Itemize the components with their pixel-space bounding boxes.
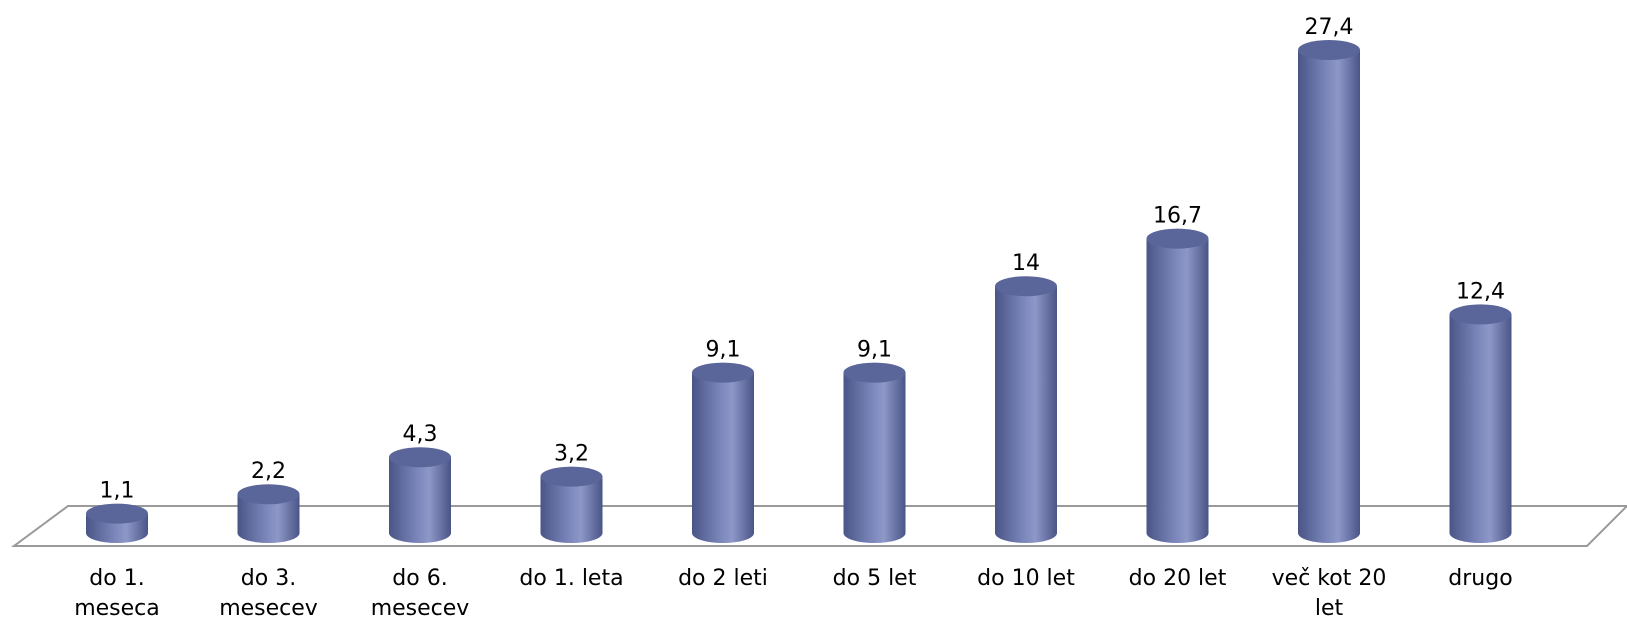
category-label-line: do 1. leta	[519, 566, 623, 591]
data-label: 14	[1012, 251, 1040, 276]
bar	[1298, 40, 1360, 543]
data-label: 12,4	[1456, 279, 1505, 304]
bar-body	[1298, 50, 1360, 543]
category-label-line: do 10 let	[977, 566, 1075, 591]
bar-top	[692, 362, 754, 383]
bar	[692, 362, 754, 543]
data-label: 3,2	[554, 442, 589, 467]
category-label: do 1. meseca	[74, 566, 160, 620]
category-label: do 10 let	[977, 566, 1075, 591]
bar-body	[237, 494, 300, 543]
category-label: do 5 let	[833, 566, 917, 591]
bar-top	[237, 484, 300, 505]
category-label-line: do 20 let	[1129, 566, 1227, 591]
category-label-line: do 6.	[392, 566, 447, 591]
category-label-line: do 2 leti	[678, 566, 768, 591]
category-label-line: do 1.	[89, 566, 144, 591]
category-label-line: drugo	[1448, 566, 1512, 591]
data-label: 1,1	[100, 479, 135, 504]
data-label: 2,2	[251, 459, 286, 484]
chart-floor	[10, 505, 1627, 547]
bar-body	[389, 457, 451, 543]
category-label-line: več kot 20	[1272, 566, 1387, 591]
category-label-line: do 5 let	[833, 566, 917, 591]
bar-body	[1449, 314, 1512, 543]
data-label: 27,4	[1305, 15, 1354, 40]
category-label: do 2 leti	[678, 566, 768, 591]
bar	[1146, 228, 1209, 543]
category-labels-group: do 1. meseca do 3. mesecev do 6. mesecev do 1.…	[74, 566, 1512, 620]
bar-body	[1146, 238, 1209, 543]
bar	[86, 503, 148, 543]
bar-top	[843, 362, 906, 383]
bar	[843, 362, 906, 543]
bar	[389, 447, 451, 543]
bar	[1449, 304, 1512, 543]
category-label: do 20 let	[1129, 566, 1227, 591]
category-label: drugo	[1448, 566, 1512, 591]
category-label-line: mesecev	[371, 596, 470, 620]
category-label-line: mesecev	[219, 596, 318, 620]
bar-top	[1298, 40, 1360, 60]
bar	[237, 484, 300, 543]
data-label: 9,1	[706, 338, 741, 363]
category-label: več kot 20 let	[1272, 566, 1387, 620]
bar-top	[1449, 304, 1512, 325]
bar	[995, 276, 1057, 543]
category-label-line: meseca	[74, 596, 160, 620]
bar-top	[995, 276, 1057, 297]
category-label: do 6. mesecev	[371, 566, 470, 620]
category-label-line: let	[1315, 596, 1344, 620]
data-label: 16,7	[1153, 204, 1202, 229]
category-label: do 1. leta	[519, 566, 623, 591]
category-label: do 3. mesecev	[219, 566, 318, 620]
bar-top	[540, 466, 603, 487]
bar-top	[1146, 228, 1209, 249]
bar-body	[843, 372, 906, 543]
bar-body	[692, 372, 754, 543]
bar-top	[86, 503, 148, 524]
data-label: 4,3	[403, 422, 438, 447]
bar-body	[540, 476, 603, 543]
bars-group	[86, 40, 1512, 543]
category-label-line: do 3.	[241, 566, 296, 591]
bar-body	[995, 286, 1057, 543]
bar	[540, 466, 603, 543]
bar-top	[389, 447, 451, 468]
data-label: 9,1	[857, 338, 892, 363]
value-labels-group: 1,1 2,2 4,3 3,2 9,1 9,1 14 16,7 27,4 12,4	[100, 15, 1505, 504]
